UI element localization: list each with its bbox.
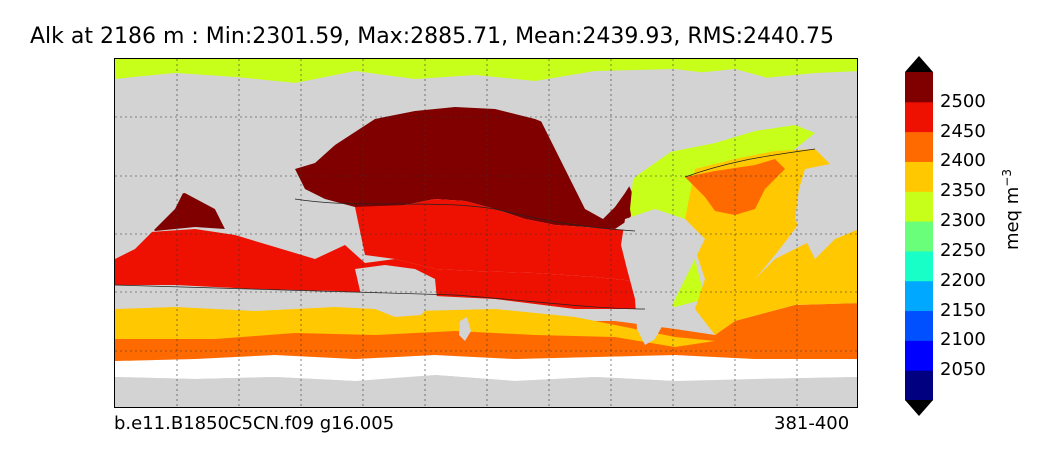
colorbar-tick-label: 2350 [940,180,986,202]
colorbar-tick-label: 2200 [940,269,986,291]
asia [115,73,375,229]
colorbar-cell [905,250,933,282]
colorbar-cell [905,221,933,252]
contour-line-atlantic [684,148,816,178]
colorbar-label: meq m−3 [1000,169,1023,250]
colorbar-tick-label: 2150 [940,299,986,321]
colorbar-tick-label: 2250 [940,239,986,261]
australia [355,265,437,317]
colorbar-cell [905,101,933,133]
africa-west [795,163,857,259]
colorbar-cell [905,72,933,103]
colorbar-tick-label: 2500 [940,90,986,112]
colorbar-cell [905,340,933,371]
east-pacific-red [355,199,645,281]
colorbar-tick-label: 2300 [940,210,986,232]
colorbar-cell [905,131,933,162]
colorbar-cell [905,161,933,192]
colorbar-tick-label: 2100 [940,329,986,351]
ocean-map [114,58,858,408]
colorbar-bottom-arrow [905,400,933,416]
map-title: Alk at 2186 m : Min:2301.59, Max:2885.71… [30,24,835,49]
colorbar-tick-label: 2050 [940,359,986,381]
antarctica [115,375,857,407]
greenland [695,69,765,111]
map-plot [115,59,857,407]
case-name-label: b.e11.B1850C5CN.f09 g16.005 [114,413,395,434]
colorbar-cell [905,310,933,341]
colorbar-cell [905,280,933,312]
antarctic-missing-band [115,355,857,381]
map-gridlines [115,59,857,407]
contour-line-north [294,198,636,232]
new-zealand [459,317,471,341]
atlantic-orange [685,159,785,215]
years-label: 381-400 [774,413,850,434]
colorbar [905,56,933,416]
colorbar-cell [905,370,933,401]
colorbar-tick-label: 2400 [940,150,986,172]
north-america [535,85,735,219]
colorbar-top-arrow [905,56,933,72]
southern-ocean-yellow [115,307,715,347]
colorbar-tick-label: 2450 [940,120,986,142]
colorbar-cell [905,191,933,222]
south-america [621,209,705,345]
arctic-ocean [115,59,857,83]
